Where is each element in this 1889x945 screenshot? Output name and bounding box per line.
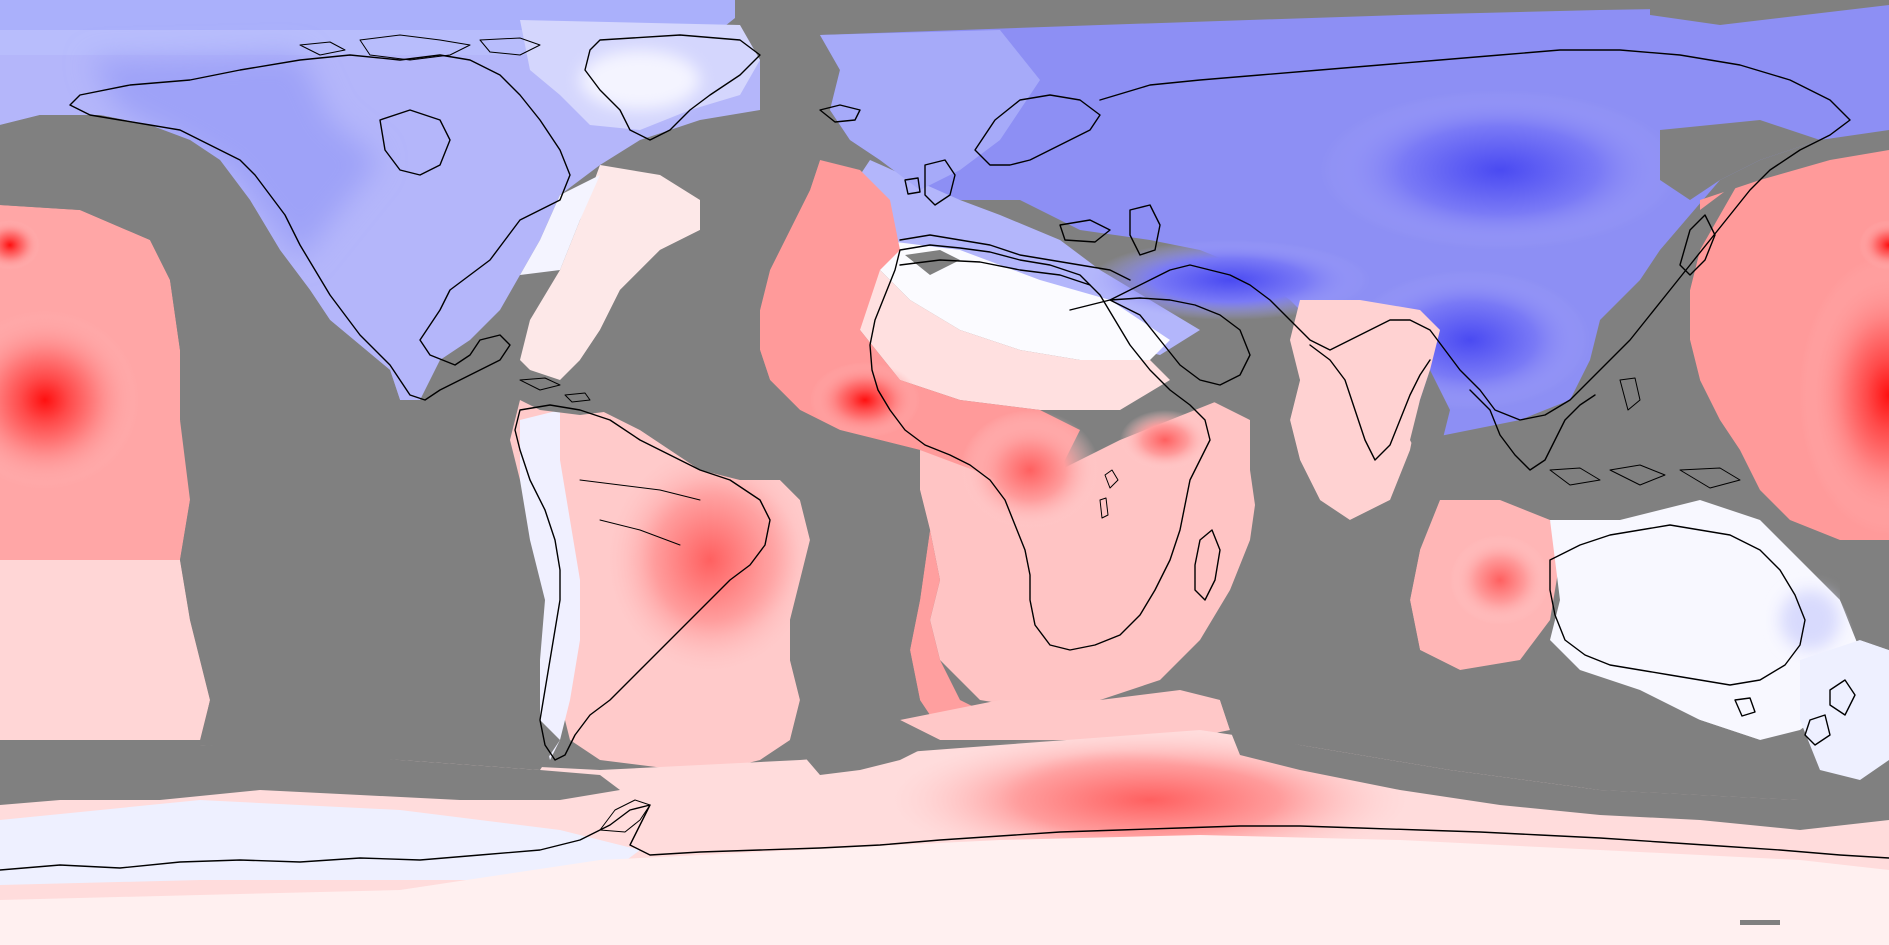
region-sahara-band (840, 240, 1170, 410)
coastline-arabia (1109, 297, 1251, 386)
coastline-greenland (584, 34, 761, 141)
region-west-pacific-hot (1799, 255, 1889, 535)
region-europe (820, 30, 1040, 190)
region-north-atlantic-band-2 (520, 175, 600, 275)
region-central-africa-warm (960, 410, 1100, 530)
coastline-scandinavia (974, 94, 1101, 166)
region-siberia-core (1320, 90, 1680, 250)
coastline-new-zealand (1804, 679, 1856, 746)
region-pacific-hotspot-2 (0, 220, 40, 270)
region-australia (1550, 500, 1860, 740)
coastline-amazon (579, 479, 701, 546)
coastlines (0, 34, 1889, 871)
coastline-indochina (1469, 389, 1596, 471)
coastline-philippines (1549, 377, 1741, 489)
coastline-madagascar (1194, 529, 1221, 601)
coastline-south-america (514, 404, 771, 761)
coastline-caspian (1129, 204, 1161, 256)
coastline-antarctica (0, 804, 1889, 871)
coastline-japan (1679, 214, 1716, 276)
region-india (1290, 300, 1440, 520)
region-east-africa-warm (1120, 410, 1210, 470)
region-senegal-hotspot (810, 362, 920, 438)
region-new-zealand (1800, 640, 1889, 780)
coastline-african-lakes (1099, 469, 1119, 519)
coastline-antarctic-peninsula (599, 799, 651, 833)
region-antarctica-pale (0, 835, 1889, 945)
region-indian-ocean-warm (1450, 535, 1550, 625)
region-south-atlantic-east (910, 530, 1040, 740)
coastline-india (1309, 344, 1431, 461)
no-data-mask (0, 0, 1889, 830)
region-australia-cool (1780, 590, 1840, 650)
coastline-iceland (819, 104, 861, 123)
scale-mark (1740, 920, 1780, 925)
coastline-africa (869, 244, 1211, 651)
region-east-pacific-south (0, 560, 210, 740)
region-west-pacific-hot-2 (1859, 220, 1889, 270)
region-mideast-band (880, 240, 1170, 360)
region-africa (920, 400, 1260, 710)
region-pacific-hotspot (0, 310, 140, 490)
region-andes-pale (520, 410, 580, 760)
region-brazil-warm (600, 440, 820, 680)
region-arctic-west-2 (0, 30, 575, 55)
coastline-north-america (69, 54, 571, 401)
coastline-black-sea (1059, 219, 1111, 243)
coastline-arctic-islands (299, 34, 541, 61)
coastline-eurasia-north (1069, 49, 1851, 421)
coastline-australia (1549, 524, 1806, 686)
coastline-tasmania (1734, 697, 1756, 717)
coastline-hudson-bay (379, 109, 451, 176)
coastline-caribbean (519, 377, 591, 403)
coastline-mediterranean (899, 234, 1131, 286)
region-south-africa-ocean (900, 690, 1230, 740)
region-north-atlantic-band (520, 165, 700, 380)
region-greenland-center (580, 50, 700, 110)
coastline-british-isles (904, 159, 956, 206)
